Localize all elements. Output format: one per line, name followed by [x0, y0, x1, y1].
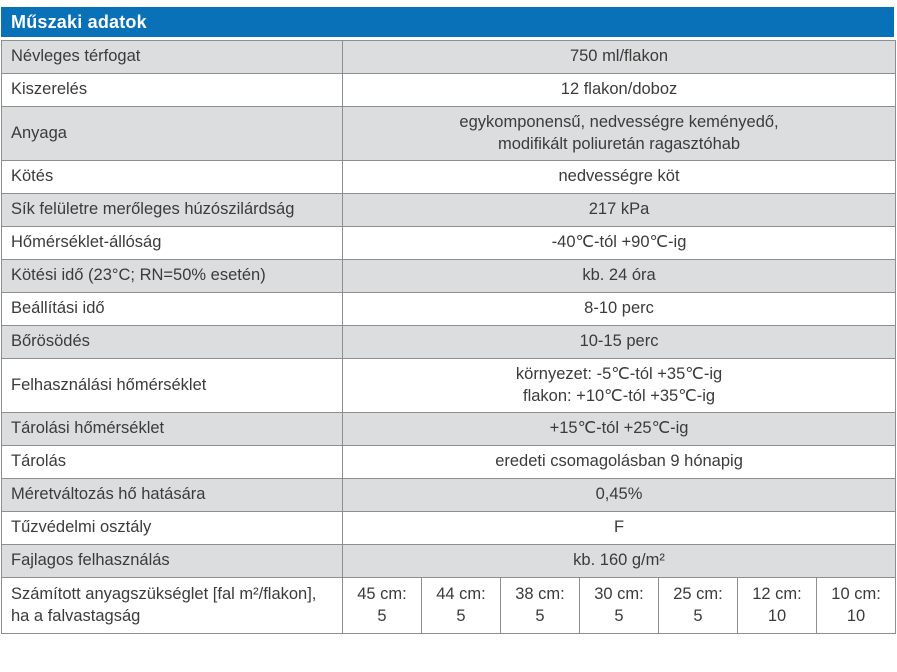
spec-row-kotes: Kötés nedvességre köt — [1, 160, 897, 194]
spec-label: Sík felületre merőleges húzószilárdság — [1, 193, 343, 227]
spec-row-kotesi-ido: Kötési idő (23°C; RN=50% esetén) kb. 24 … — [1, 259, 897, 293]
material-cell-44cm: 44 cm: 5 — [421, 577, 501, 634]
spec-label: Kötési idő (23°C; RN=50% esetén) — [1, 259, 343, 293]
spec-value: egykomponensű, nedvességre keményedő, mo… — [341, 106, 897, 161]
spec-row-tarolasi-homerseklet: Tárolási hőmérséklet +15℃-tól +25℃-ig — [1, 412, 897, 446]
spec-value: -40℃-tól +90℃-ig — [341, 226, 897, 260]
material-cell-10cm: 10 cm: 10 — [815, 577, 897, 634]
spec-value: környezet: -5℃-tól +35℃-ig flakon: +10℃-… — [341, 358, 897, 413]
spec-row-beallitasi-ido: Beállítási idő 8-10 perc — [1, 292, 897, 326]
spec-label: Névleges térfogat — [1, 40, 343, 74]
table-header-bar: Műszaki adatok — [1, 7, 894, 37]
spec-label: Hőmérséklet-állóság — [1, 226, 343, 260]
spec-label: Kiszerelés — [1, 73, 343, 107]
material-cell-30cm: 30 cm: 5 — [579, 577, 659, 634]
spec-row-meretvaltozas: Méretváltozás hő hatására 0,45% — [1, 478, 897, 512]
spec-value: +15℃-tól +25℃-ig — [341, 412, 897, 446]
spec-label: Tárolási hőmérséklet — [1, 412, 343, 446]
spec-value: 0,45% — [341, 478, 897, 512]
spec-value: 750 ml/flakon — [341, 40, 897, 74]
spec-value: 8-10 perc — [341, 292, 897, 326]
spec-label: Méretváltozás hő hatására — [1, 478, 343, 512]
spec-row-anyaga: Anyaga egykomponensű, nedvességre kemény… — [1, 106, 897, 161]
spec-value: eredeti csomagolásban 9 hónapig — [341, 445, 897, 479]
material-cell-38cm: 38 cm: 5 — [500, 577, 580, 634]
spec-value: 12 flakon/doboz — [341, 73, 897, 107]
spec-label: Beállítási idő — [1, 292, 343, 326]
spec-row-fajlagos-felhasznalas: Fajlagos felhasználás kb. 160 g/m² — [1, 544, 897, 578]
spec-row-borosodes: Bőrösödés 10-15 perc — [1, 325, 897, 359]
spec-label: Kötés — [1, 160, 343, 194]
spec-label: Anyaga — [1, 106, 343, 161]
technical-data-table: Névleges térfogat 750 ml/flakon Kiszerel… — [1, 40, 897, 634]
spec-label: Tűzvédelmi osztály — [1, 511, 343, 545]
spec-label: Felhasználási hőmérséklet — [1, 358, 343, 413]
material-cell-45cm: 45 cm: 5 — [342, 577, 422, 634]
spec-label: Bőrösödés — [1, 325, 343, 359]
material-requirement-row: Számított anyagszükséglet [fal m²/flakon… — [1, 577, 897, 634]
spec-value: kb. 160 g/m² — [341, 544, 897, 578]
spec-label: Fajlagos felhasználás — [1, 544, 343, 578]
spec-row-nevleges-terfogat: Névleges térfogat 750 ml/flakon — [1, 40, 897, 74]
spec-value: F — [341, 511, 897, 545]
material-cell-25cm: 25 cm: 5 — [658, 577, 738, 634]
spec-row-tarolas: Tárolás eredeti csomagolásban 9 hónapig — [1, 445, 897, 479]
spec-row-felhasznalasi-homerseklet: Felhasználási hőmérséklet környezet: -5℃… — [1, 358, 897, 413]
spec-value: kb. 24 óra — [341, 259, 897, 293]
spec-value: 217 kPa — [341, 193, 897, 227]
spec-value: nedvességre köt — [341, 160, 897, 194]
spec-value: 10-15 perc — [341, 325, 897, 359]
spec-row-huzoszilardsag: Sík felületre merőleges húzószilárdság 2… — [1, 193, 897, 227]
spec-label: Tárolás — [1, 445, 343, 479]
material-cell-12cm: 12 cm: 10 — [737, 577, 817, 634]
spec-row-kiszereles: Kiszerelés 12 flakon/doboz — [1, 73, 897, 107]
table-title: Műszaki adatok — [11, 11, 147, 32]
spec-row-tuzvedelmi-osztaly: Tűzvédelmi osztály F — [1, 511, 897, 545]
spec-label: Számított anyagszükséglet [fal m²/flakon… — [1, 577, 343, 634]
spec-row-homerseklet-allosag: Hőmérséklet-állóság -40℃-tól +90℃-ig — [1, 226, 897, 260]
